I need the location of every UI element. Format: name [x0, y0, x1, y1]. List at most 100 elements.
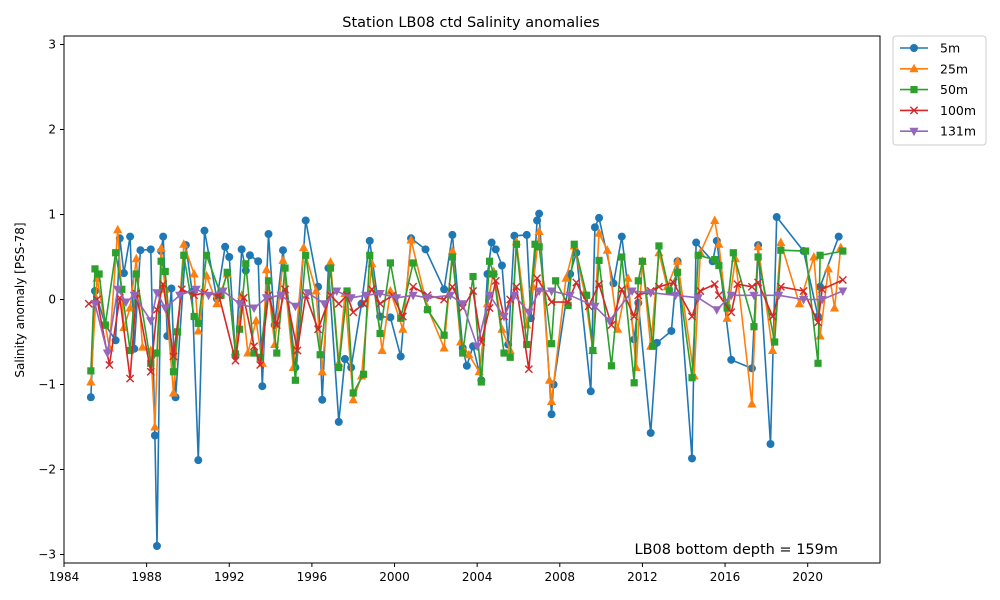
data-point: [121, 298, 131, 308]
data-point: [727, 308, 736, 317]
data-point: [523, 340, 531, 349]
data-point: [590, 302, 600, 312]
x-tick-label: 2020: [792, 570, 823, 584]
data-point: [146, 245, 155, 254]
data-point: [156, 243, 166, 252]
data-point: [86, 393, 95, 402]
data-point: [723, 304, 731, 312]
data-point: [710, 215, 720, 224]
data-point: [672, 256, 683, 265]
data-point: [367, 285, 376, 294]
data-point: [546, 396, 557, 405]
data-point: [468, 286, 478, 296]
data-point: [544, 375, 555, 384]
x-tick-label: 2000: [379, 570, 410, 584]
x-tick-label: 2004: [462, 570, 493, 584]
data-point: [101, 321, 109, 329]
data-point: [406, 235, 416, 244]
data-point: [607, 362, 616, 370]
data-point: [221, 242, 230, 251]
data-point: [497, 261, 506, 270]
data-point: [398, 324, 408, 333]
series-5m: [86, 209, 843, 550]
data-point: [129, 291, 139, 301]
data-point: [264, 230, 273, 239]
data-point: [119, 269, 128, 278]
data-point: [534, 287, 544, 296]
data-point: [234, 300, 245, 309]
data-point: [634, 291, 643, 300]
data-point: [602, 245, 612, 254]
data-point: [572, 278, 581, 287]
data-point: [469, 272, 477, 281]
data-point: [753, 241, 763, 251]
data-point: [334, 417, 343, 426]
data-point: [627, 287, 637, 296]
data-point: [754, 253, 762, 261]
y-tick-label: 1: [48, 208, 56, 222]
data-point: [191, 285, 201, 295]
data-point: [499, 313, 509, 322]
data-point: [447, 246, 457, 255]
data-point: [278, 246, 287, 255]
data-point: [491, 276, 500, 285]
data-point: [512, 240, 521, 248]
data-point: [749, 291, 759, 301]
data-point: [509, 291, 519, 301]
data-point: [125, 303, 135, 312]
data-point: [547, 410, 556, 419]
data-point: [747, 282, 757, 291]
data-point: [290, 302, 300, 312]
data-point: [189, 269, 199, 278]
data-point: [348, 394, 358, 404]
data-point: [818, 285, 827, 294]
data-point: [376, 329, 384, 338]
data-point: [750, 323, 758, 331]
data-point: [714, 291, 723, 300]
data-point: [132, 270, 140, 278]
data-point: [243, 348, 253, 357]
data-point: [272, 320, 281, 330]
data-point: [590, 223, 599, 232]
data-point: [727, 355, 736, 364]
data-point: [147, 359, 155, 367]
data-point: [767, 345, 778, 354]
data-point: [212, 298, 222, 308]
legend-label: 25m: [940, 61, 968, 76]
data-point: [302, 251, 310, 259]
data-point: [409, 259, 417, 267]
data-point: [777, 246, 785, 254]
data-point: [524, 365, 533, 374]
data-point: [218, 287, 228, 296]
data-point: [794, 298, 805, 308]
data-point: [264, 277, 273, 285]
data-point: [462, 361, 471, 370]
data-point: [570, 240, 578, 248]
data-point: [497, 324, 507, 333]
data-point: [472, 342, 482, 352]
x-tick-label: 1996: [297, 570, 328, 584]
data-point: [484, 291, 495, 301]
data-point: [534, 226, 544, 235]
data-point: [343, 287, 351, 295]
data-point: [204, 291, 214, 301]
data-point: [359, 299, 368, 308]
data-point: [200, 226, 209, 235]
data-point: [809, 252, 819, 261]
data-point: [157, 257, 165, 265]
data-point: [768, 312, 777, 321]
bottom-depth-annotation: LB08 bottom depth = 159m: [634, 542, 838, 558]
data-point: [293, 346, 302, 355]
data-point: [314, 325, 323, 334]
data-point: [696, 286, 705, 296]
data-point: [365, 236, 374, 245]
data-point: [595, 213, 604, 222]
data-point: [168, 388, 179, 397]
data-point: [688, 454, 697, 463]
data-point: [152, 542, 161, 550]
data-point: [409, 282, 418, 291]
data-point: [251, 315, 261, 325]
data-point: [150, 431, 159, 440]
data-point: [326, 291, 335, 300]
